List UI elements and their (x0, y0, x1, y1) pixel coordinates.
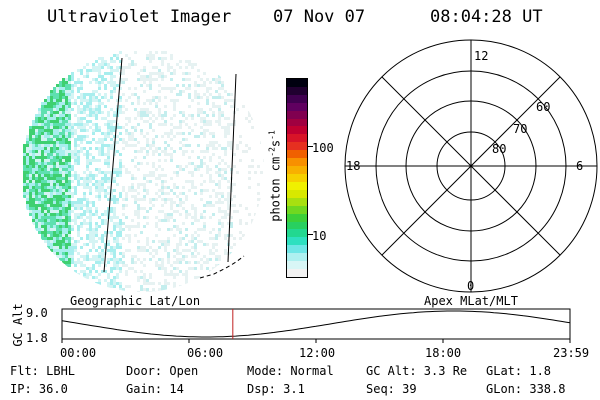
timeline-ytick-top: 9.0 (26, 306, 48, 320)
timeline-left-label: Geographic Lat/Lon (70, 294, 201, 308)
info-mode: Mode: Normal (247, 364, 334, 378)
colorbar-swatch (287, 253, 307, 262)
colorbar-tickmark (308, 234, 313, 235)
altitude-curve (61, 310, 571, 338)
mlt-label-12: 12 (474, 49, 488, 63)
polar-diag-2 (381, 76, 561, 256)
timeline-xtick-0: 00:00 (60, 346, 97, 360)
colorbar-swatch (287, 110, 307, 119)
colorbar-tick-10: 10 (312, 229, 327, 243)
colorbar-swatch (287, 197, 307, 206)
colorbar-swatch (287, 229, 307, 238)
colorbar-swatch (287, 269, 307, 277)
info-seq: Seq: 39 (366, 382, 417, 396)
info-glon: GLon: 338.8 (486, 382, 566, 396)
terminator-line (103, 57, 123, 273)
info-gc-alt: GC Alt: 3.3 Re (366, 364, 468, 378)
colorbar-swatch (287, 126, 307, 135)
timeline-xtick-4: 23:59 (553, 346, 590, 360)
instrument-title: Ultraviolet Imager (47, 7, 232, 27)
timeline-xticks (61, 339, 571, 343)
lat-label-80: 80 (492, 142, 506, 156)
timeline-xtick-3: 18:00 (425, 346, 462, 360)
colorbar-swatch (287, 158, 307, 167)
info-dsp: Dsp: 3.1 (247, 382, 305, 396)
colorbar-tick-100: 100 (312, 141, 334, 155)
date-label: 07 Nov 07 (273, 7, 366, 27)
polar-plot: 12 18 6 0 60 70 80 (344, 39, 598, 293)
lat-label-60: 60 (536, 100, 550, 114)
info-gain: Gain: 14 (126, 382, 184, 396)
colorbar-swatch (287, 86, 307, 95)
colorbar-swatch (287, 237, 307, 246)
colorbar-swatch (287, 78, 307, 87)
colorbar-swatch (287, 245, 307, 254)
colorbar-swatch (287, 166, 307, 175)
colorbar-swatch (287, 94, 307, 103)
colorbar-swatch (287, 134, 307, 143)
colorbar-swatch (287, 150, 307, 159)
timeline-xtick-2: 12:00 (299, 346, 336, 360)
timeline-ytick-bottom: 1.8 (26, 331, 48, 345)
colorbar-swatch (287, 181, 307, 190)
mlt-label-0: 0 (467, 279, 474, 293)
info-filter: Flt: LBHL (10, 364, 76, 378)
mlt-label-18: 18 (346, 159, 360, 173)
time-label: 08:04:28 UT (430, 7, 543, 27)
info-ip: IP: 36.0 (10, 382, 68, 396)
colorbar (286, 78, 308, 278)
lat-label-70: 70 (513, 122, 527, 136)
colorbar-swatch (287, 174, 307, 182)
timeline-right-label: Apex MLat/MLT (424, 294, 518, 308)
coastline (199, 255, 245, 279)
info-door: Door: Open (126, 364, 199, 378)
colorbar-tickmark (308, 146, 313, 147)
colorbar-swatch (287, 118, 307, 127)
mlt-label-6: 6 (576, 159, 583, 173)
colorbar-swatch (287, 189, 307, 198)
colorbar-swatch (287, 205, 307, 214)
colorbar-swatch (287, 221, 307, 230)
limb-line (227, 73, 237, 263)
colorbar-swatch (287, 261, 307, 270)
colorbar-swatch (287, 102, 307, 111)
timeline-xtick-1: 06:00 (187, 346, 224, 360)
colorbar-swatch (287, 142, 307, 151)
info-glat: GLat: 1.8 (486, 364, 552, 378)
timeline-frame (61, 308, 571, 340)
colorbar-swatch (287, 213, 307, 222)
